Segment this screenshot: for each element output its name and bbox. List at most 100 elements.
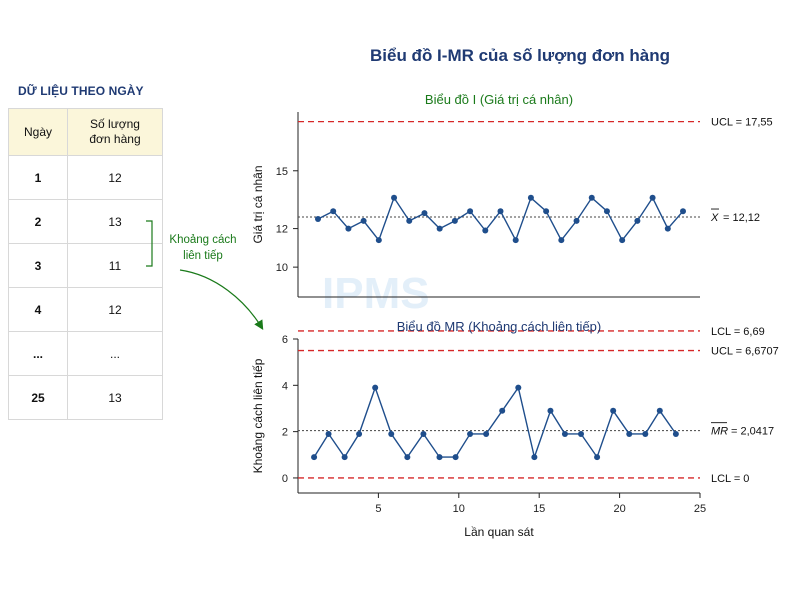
center-label: = 2,0417	[731, 426, 774, 438]
cell-day: ...	[8, 331, 68, 376]
center-symbol: X	[710, 212, 719, 224]
data-point	[672, 430, 679, 437]
cell-day: 25	[8, 375, 68, 420]
y-tick-label: 2	[282, 427, 288, 439]
column-header-day: Ngày	[8, 108, 68, 156]
data-point	[588, 194, 595, 201]
data-point	[649, 194, 656, 201]
data-point	[452, 454, 459, 461]
data-point	[451, 217, 458, 224]
data-point	[345, 225, 352, 232]
chart-main-title: Biểu đồ I-MR của số lượng đơn hàng	[370, 46, 670, 65]
svg-text:IPMS: IPMS	[322, 269, 430, 318]
daily-data-table: Ngày Số lượng đơn hàng 1 12 2 13 3 11 4 12 .…	[8, 108, 163, 420]
x-tick-label: 25	[694, 503, 706, 515]
data-point	[619, 237, 626, 244]
cell-quantity: 13	[67, 375, 163, 420]
lcl-label: LCL = 6,69	[711, 326, 765, 338]
data-point	[375, 237, 382, 244]
cell-day: 2	[8, 199, 68, 244]
column-header-quantity-line1: Số lượng	[90, 117, 140, 131]
data-point	[531, 454, 538, 461]
data-point	[391, 194, 398, 201]
cell-quantity: 12	[67, 287, 163, 332]
cell-quantity: 12	[67, 155, 163, 200]
center-symbol: MR	[711, 426, 728, 438]
data-point	[372, 384, 379, 391]
x-axis-label: Lần quan sát	[464, 525, 534, 539]
data-point	[497, 208, 504, 215]
data-point	[341, 454, 348, 461]
data-point	[467, 208, 474, 215]
data-point	[547, 407, 554, 414]
table-heading: DỮ LIỆU THEO NGÀY	[18, 84, 144, 98]
data-point	[482, 227, 489, 234]
data-point	[421, 210, 428, 217]
data-point	[634, 217, 641, 224]
y-tick-label: 6	[282, 334, 288, 346]
y-axis-label: Giá trị cá nhân	[251, 165, 265, 243]
center-label: = 12,12	[723, 212, 760, 224]
ucl-label: UCL = 17,55	[711, 117, 773, 129]
column-header-quantity: Số lượng đơn hàng	[67, 108, 163, 156]
data-point	[603, 208, 610, 215]
chart-subtitle: Biểu đồ MR (Khoảng cách liên tiếp)	[397, 319, 602, 334]
data-point	[512, 237, 519, 244]
data-point	[626, 430, 633, 437]
data-point	[406, 217, 413, 224]
series-line	[313, 385, 677, 460]
data-point	[483, 430, 490, 437]
data-point	[578, 430, 585, 437]
table-row: ......	[8, 331, 163, 376]
data-point	[467, 430, 474, 437]
data-point	[543, 208, 550, 215]
cell-day: 1	[8, 155, 68, 200]
watermark-logo: IPMS	[322, 269, 430, 318]
data-point	[573, 217, 580, 224]
x-tick-label: 15	[533, 503, 545, 515]
lcl-label: LCL = 0	[711, 473, 749, 485]
data-point	[325, 430, 332, 437]
data-point	[330, 208, 337, 215]
data-point	[561, 430, 568, 437]
consecutive-gap-callout: Khoảng cách liên tiếp	[160, 232, 246, 264]
data-point	[311, 454, 318, 461]
ucl-label: UCL = 6,6707	[711, 346, 779, 358]
data-point	[664, 225, 671, 232]
chart-subtitle: Biểu đồ I (Giá trị cá nhân)	[425, 92, 573, 107]
data-point	[499, 407, 506, 414]
y-tick-label: 10	[276, 262, 288, 274]
x-tick-label: 20	[613, 503, 625, 515]
cell-quantity: ...	[67, 331, 163, 376]
cell-quantity: 11	[67, 243, 163, 288]
data-point	[558, 237, 565, 244]
table-row: 1 12	[8, 155, 163, 200]
table-row: 2 13	[8, 199, 163, 244]
callout-line1: Khoảng cách	[169, 234, 237, 246]
data-point	[420, 430, 427, 437]
data-point	[436, 225, 443, 232]
table-row: 4 12	[8, 287, 163, 332]
data-point	[680, 208, 686, 215]
data-point	[656, 407, 663, 414]
callout-bracket	[146, 220, 153, 267]
y-tick-label: 4	[282, 380, 288, 392]
mr-chart: Biểu đồ MR (Khoảng cách liên tiếp) 0 2 4 6 5 1…	[251, 319, 779, 539]
data-point	[315, 215, 321, 222]
column-header-quantity-line2: đơn hàng	[89, 132, 141, 146]
table-row: 25 13	[8, 375, 163, 420]
data-point	[642, 430, 649, 437]
callout-arrow	[179, 269, 264, 331]
y-axis-label: Khoảng cách liên tiếp	[251, 358, 265, 473]
data-point	[388, 430, 395, 437]
i-chart: Biểu đồ I (Giá trị cá nhân) 10 12 15 Giá trị…	[251, 92, 773, 338]
data-point	[610, 407, 617, 414]
cell-quantity: 13	[67, 199, 163, 244]
data-point	[436, 454, 443, 461]
data-point	[356, 430, 363, 437]
data-point	[527, 194, 534, 201]
data-point	[594, 454, 601, 461]
x-tick-label: 10	[453, 503, 465, 515]
y-tick-label: 0	[282, 473, 288, 485]
